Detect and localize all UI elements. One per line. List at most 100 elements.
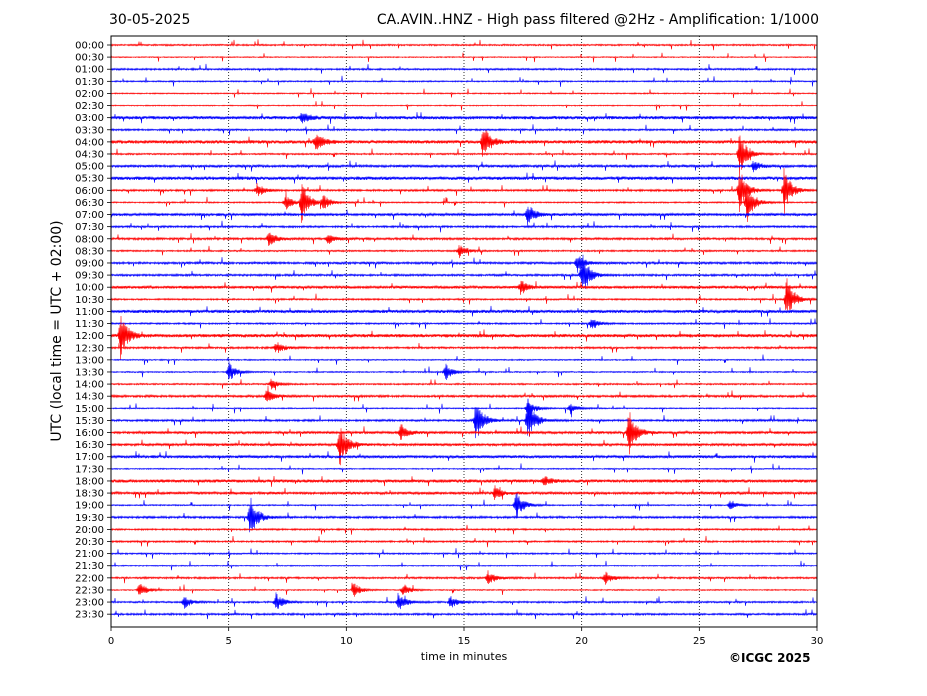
- y-tick-label: 17:30: [75, 464, 104, 475]
- trace-14:00: [111, 378, 817, 391]
- y-tick-label: 02:30: [75, 101, 104, 112]
- trace-23:30: [111, 609, 817, 620]
- trace-18:30: [111, 485, 817, 501]
- trace-16:00: [111, 412, 817, 455]
- trace-05:00: [111, 160, 817, 173]
- chart-title: CA.AVIN..HNZ - High pass filtered @2Hz -…: [376, 12, 819, 28]
- y-tick-label: 06:30: [75, 198, 104, 209]
- trace-02:30: [111, 101, 817, 111]
- x-tick-label: 10: [340, 636, 353, 647]
- y-tick-label: 20:00: [75, 525, 104, 536]
- y-tick-label: 12:00: [75, 331, 104, 342]
- trace-04:00: [111, 130, 817, 157]
- trace-06:00: [111, 168, 817, 215]
- y-tick-label: 02:00: [75, 89, 104, 100]
- y-tick-label: 18:00: [75, 476, 104, 487]
- y-tick-label: 14:30: [75, 392, 104, 403]
- trace-10:00: [111, 280, 817, 295]
- y-tick-label: 10:00: [75, 283, 104, 294]
- x-tick-label: 15: [458, 636, 471, 647]
- trace-20:00: [111, 524, 817, 535]
- y-tick-label: 13:30: [75, 367, 104, 378]
- y-tick-label: 19:30: [75, 513, 104, 524]
- y-tick-label: 03:30: [75, 125, 104, 136]
- x-tick-label: 20: [575, 636, 588, 647]
- trace-13:30: [111, 361, 817, 381]
- trace-11:30: [111, 318, 817, 329]
- trace-02:00: [111, 88, 817, 99]
- y-tick-label: 17:00: [75, 452, 104, 463]
- y-tick-label: 05:00: [75, 162, 104, 173]
- chart-date: 30-05-2025: [109, 12, 191, 28]
- x-tick-label: 5: [225, 636, 231, 647]
- y-tick-label: 16:30: [75, 440, 104, 451]
- trace-12:30: [111, 342, 817, 354]
- y-tick-label: 22:00: [75, 573, 104, 584]
- trace-00:00: [111, 39, 817, 51]
- trace-21:00: [111, 548, 817, 559]
- y-tick-label: 03:00: [75, 113, 104, 124]
- trace-12:00: [111, 315, 817, 360]
- y-tick-label: 21:30: [75, 561, 104, 572]
- y-tick-label: 05:30: [75, 174, 104, 185]
- trace-00:30: [111, 52, 817, 63]
- trace-19:00: [111, 492, 817, 519]
- y-tick-label: 07:00: [75, 210, 104, 221]
- x-tick-label: 25: [693, 636, 706, 647]
- trace-09:00: [111, 256, 817, 273]
- y-tick-label: 08:30: [75, 246, 104, 257]
- trace-10:30: [111, 278, 817, 311]
- trace-09:30: [111, 254, 817, 289]
- y-tick-label: 20:30: [75, 537, 104, 548]
- y-tick-label: 23:00: [75, 598, 104, 609]
- trace-15:30: [111, 398, 817, 439]
- trace-19:30: [111, 497, 817, 533]
- y-tick-label: 09:30: [75, 271, 104, 282]
- trace-14:30: [111, 385, 817, 402]
- y-tick-label: 10:30: [75, 295, 104, 306]
- trace-04:30: [111, 135, 817, 178]
- trace-11:00: [111, 305, 817, 317]
- x-tick-label: 30: [811, 636, 824, 647]
- x-tick-label: 0: [108, 636, 114, 647]
- trace-05:30: [111, 172, 817, 184]
- trace-01:30: [111, 75, 817, 87]
- y-tick-label: 21:00: [75, 549, 104, 560]
- trace-18:00: [111, 475, 817, 487]
- traces: [111, 39, 817, 620]
- y-tick-label: 18:30: [75, 489, 104, 500]
- y-tick-label: 11:00: [75, 307, 104, 318]
- trace-17:00: [111, 451, 817, 463]
- y-tick-label: 04:30: [75, 149, 104, 160]
- y-tick-label: 13:00: [75, 355, 104, 366]
- trace-07:30: [111, 220, 817, 233]
- y-tick-label: 15:00: [75, 404, 104, 415]
- x-axis-label: time in minutes: [420, 650, 508, 663]
- trace-20:30: [111, 535, 817, 548]
- copyright-notice: ©ICGC 2025: [729, 651, 811, 665]
- y-tick-label: 15:30: [75, 416, 104, 427]
- y-tick-label: 07:30: [75, 222, 104, 233]
- trace-13:00: [111, 354, 817, 366]
- trace-03:30: [111, 124, 817, 136]
- y-tick-label: 06:00: [75, 186, 104, 197]
- trace-21:30: [111, 560, 817, 571]
- trace-23:00: [111, 592, 817, 610]
- trace-06:30: [111, 184, 817, 223]
- y-tick-label: 08:00: [75, 234, 104, 245]
- trace-08:00: [111, 232, 817, 246]
- trace-15:00: [111, 399, 817, 418]
- plot-frame: [110, 35, 818, 628]
- y-tick-label: 23:30: [75, 610, 104, 621]
- y-tick-label: 00:30: [75, 53, 104, 64]
- trace-01:00: [111, 63, 817, 75]
- y-tick-label: 22:30: [75, 585, 104, 596]
- trace-07:00: [111, 206, 817, 226]
- y-tick-label: 09:00: [75, 258, 104, 269]
- y-tick-label: 12:30: [75, 343, 104, 354]
- trace-22:30: [111, 582, 817, 597]
- y-tick-label: 04:00: [75, 137, 104, 148]
- y-tick-label: 16:00: [75, 428, 104, 439]
- y-tick-label: 01:00: [75, 65, 104, 76]
- y-tick-label: 00:00: [75, 41, 104, 52]
